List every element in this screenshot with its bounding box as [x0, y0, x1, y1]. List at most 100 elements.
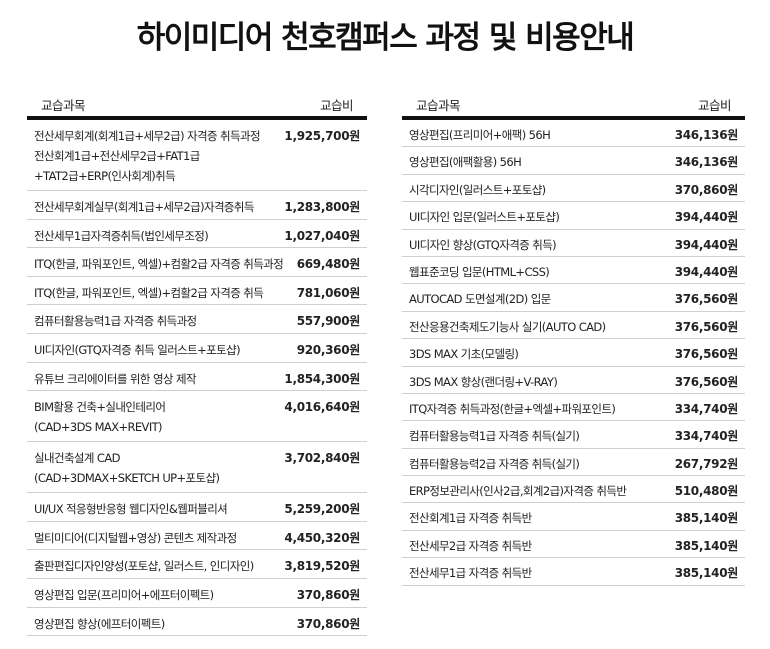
course-name: 전산세무회계실무(회계1급+세무2급)자격증취득	[34, 197, 254, 217]
course-name-line: 영상편집 향상(에프터이펙트)	[34, 616, 165, 631]
right-fee-table: 교습과목 교습비 영상편집(프리미어+애팩) 56H 346,136원 영상편집(애…	[402, 92, 745, 586]
course-fee: 376,560원	[674, 347, 739, 362]
course-name: 전산응용건축제도기능사 실기(AUTO CAD)	[409, 319, 606, 334]
table-row: 멀티미디어(디지털웹+영상) 콘텐츠 제작과정 4,450,320원	[27, 522, 367, 551]
course-name: ITQ(한글, 파워포인트, 엑셀)+컴활2급 자격증 취득과정	[34, 254, 284, 274]
table-row: BIM활용 건축+실내인테리어 (CAD+3DS MAX+REVIT) 4,016,…	[27, 391, 367, 443]
course-name: 전산세무1급 자격증 취득반	[409, 566, 532, 581]
course-name-line: BIM활용 건축+실내인테리어	[34, 400, 166, 415]
header-course: 교습과목	[416, 97, 461, 113]
course-name-line: 전산세무회계(회계1급+세무2급) 자격증 취득과정	[34, 129, 261, 143]
course-fee: 1,854,300원	[284, 371, 360, 386]
table-row: 전산세무회계실무(회계1급+세무2급)자격증취득 1,283,800원	[27, 191, 367, 220]
course-fee: 334,740원	[674, 401, 739, 416]
course-fee: 370,860원	[296, 587, 361, 602]
table-row: UI디자인(GTQ자격증 취득 일러스트+포토샵) 920,360원	[27, 334, 367, 363]
course-name: 출판편집디자인양성(포토샵, 일러스트, 인디자인)	[34, 556, 254, 576]
course-name: 컴퓨터활용능력2급 자격증 취득(실기)	[409, 456, 580, 471]
table-row: ITQ(한글, 파워포인트, 엑셀)+컴활2급 자격증 취득 781,060원	[27, 277, 367, 306]
course-name-line: 전산세무1급자격증취득(법인세무조정)	[34, 228, 209, 243]
course-fee: 4,450,320원	[284, 530, 360, 545]
table-row: UI/UX 적응형반응형 웹디자인&웹퍼블리셔 5,259,200원	[27, 493, 367, 522]
course-fee: 920,360원	[296, 342, 361, 357]
course-name: ITQ자격증 취득과정(한글+엑셀+파워포인트)	[409, 401, 616, 416]
table-row: AUTOCAD 도면설계(2D) 입문 376,560원	[402, 284, 745, 312]
table-row: 3DS MAX 기초(모델링) 376,560원	[402, 339, 745, 367]
table-row: 컴퓨터활용능력1급 자격증 취득(실기) 334,740원	[402, 421, 745, 449]
course-fee: 376,560원	[674, 319, 739, 334]
course-name-line: ITQ(한글, 파워포인트, 엑셀)+컴활2급 자격증 취득과정	[34, 257, 284, 272]
header-fee: 교습비	[697, 97, 732, 113]
table-row: 시각디자인(일러스트+포토샵) 370,860원	[402, 175, 745, 203]
course-fee: 3,819,520원	[284, 559, 360, 574]
table-row: 출판편집디자인양성(포토샵, 일러스트, 인디자인) 3,819,520원	[27, 550, 367, 579]
table-row: 유튜브 크리에이터를 위한 영상 제작 1,854,300원	[27, 363, 367, 392]
course-name: 영상편집(프리미어+애팩) 56H	[409, 128, 551, 142]
course-name-line: 유튜브 크리에이터를 위한 영상 제작	[34, 371, 197, 386]
table-row: 영상편집(애팩활용) 56H 346,136원	[402, 147, 745, 175]
course-name: 영상편집(애팩활용) 56H	[409, 155, 522, 170]
course-fee: 1,283,800원	[284, 200, 360, 214]
course-name-line: ITQ(한글, 파워포인트, 엑셀)+컴활2급 자격증 취득	[34, 285, 264, 300]
course-fee: 385,140원	[674, 511, 739, 526]
course-name-line: 영상편집 입문(프리미어+에프터이펙트)	[34, 587, 214, 602]
course-name: 시각디자인(일러스트+포토샵)	[409, 182, 546, 197]
course-fee: 385,140원	[674, 538, 739, 553]
table-row: 컴퓨터활용능력2급 자격증 취득(실기) 267,792원	[402, 449, 745, 477]
course-name-line: 출판편집디자인양성(포토샵, 일러스트, 인디자인)	[34, 559, 254, 574]
course-fee: 376,560원	[674, 374, 739, 389]
course-name: 컴퓨터활용능력1급 자격증 취득(실기)	[409, 429, 580, 444]
course-name: 3DS MAX 기초(모델링)	[409, 347, 519, 362]
course-name: AUTOCAD 도면설계(2D) 입문	[409, 292, 551, 307]
left-fee-table: 교습과목 교습비 전산세무회계(회계1급+세무2급) 자격증 취득과정 전산회계1…	[27, 92, 367, 637]
table-row: UI디자인 향상(GTQ자격증 취득) 394,440원	[402, 230, 745, 257]
course-name: 전산회계1급 자격증 취득반	[409, 511, 532, 526]
course-fee: 385,140원	[674, 566, 739, 581]
course-fee: 1,027,040원	[284, 228, 360, 243]
table-row: 전산세무2급 자격증 취득반 385,140원	[402, 531, 745, 559]
table-header: 교습과목 교습비	[402, 92, 745, 116]
course-name: 영상편집 향상(에프터이펙트)	[34, 614, 165, 634]
course-fee: 334,740원	[674, 429, 739, 444]
table-row: ERP정보관리사(인사2급,회계2급)자격증 취득반 510,480원	[402, 476, 745, 504]
table-row: 전산회계1급 자격증 취득반 385,140원	[402, 503, 745, 531]
course-name-line: UI디자인(GTQ자격증 취득 일러스트+포토샵)	[34, 342, 241, 357]
course-fee: 394,440원	[674, 264, 739, 279]
course-name-line: UI/UX 적응형반응형 웹디자인&웹퍼블리셔	[34, 502, 228, 517]
course-fee: 557,900원	[296, 314, 361, 329]
course-name: 3DS MAX 향상(랜더링+V-RAY)	[409, 374, 558, 389]
course-name: 컴퓨터활용능력1급 자격증 취득과정	[34, 311, 197, 331]
course-fee: 376,560원	[674, 292, 739, 307]
course-name-line: (CAD+3DMAX+SKETCH UP+포토샵)	[34, 471, 220, 486]
table-row: 전산세무1급자격증취득(법인세무조정) 1,027,040원	[27, 220, 367, 249]
course-name-line: 컴퓨터활용능력1급 자격증 취득과정	[34, 314, 197, 329]
course-name: 전산세무2급 자격증 취득반	[409, 538, 532, 553]
header-divider	[27, 116, 367, 120]
course-fee: 510,480원	[674, 484, 739, 499]
course-name: 웹표준코딩 입문(HTML+CSS)	[409, 264, 550, 279]
course-fee: 5,259,200원	[284, 502, 360, 517]
header-fee: 교습비	[319, 97, 354, 113]
table-row: UI디자인 입문(일러스트+포토샵) 394,440원	[402, 202, 745, 230]
course-name-line: (CAD+3DS MAX+REVIT)	[34, 420, 163, 435]
course-name-line: +TAT2급+ERP(인사회계)취득	[34, 169, 176, 183]
course-name: ITQ(한글, 파워포인트, 엑셀)+컴활2급 자격증 취득	[34, 283, 264, 303]
course-name: UI/UX 적응형반응형 웹디자인&웹퍼블리셔	[34, 499, 228, 519]
table-row: ITQ자격증 취득과정(한글+엑셀+파워포인트) 334,740원	[402, 394, 745, 422]
table-row: ITQ(한글, 파워포인트, 엑셀)+컴활2급 자격증 취득과정 669,480원	[27, 248, 367, 277]
header-divider	[402, 116, 745, 120]
table-row: 컴퓨터활용능력1급 자격증 취득과정 557,900원	[27, 305, 367, 334]
course-name: 실내건축설계 CAD (CAD+3DMAX+SKETCH UP+포토샵)	[34, 448, 220, 488]
course-fee: 346,136원	[674, 155, 739, 170]
course-name: UI디자인(GTQ자격증 취득 일러스트+포토샵)	[34, 340, 241, 360]
course-name-line: 전산회계1급+전산세무2급+FAT1급	[34, 149, 200, 163]
course-fee: 781,060원	[296, 285, 361, 300]
course-name: 유튜브 크리에이터를 위한 영상 제작	[34, 369, 197, 389]
course-name: BIM활용 건축+실내인테리어 (CAD+3DS MAX+REVIT)	[34, 397, 166, 437]
course-name: 영상편집 입문(프리미어+에프터이펙트)	[34, 585, 214, 605]
course-fee: 1,925,700원	[284, 129, 360, 143]
page-title: 하이미디어 천호캠퍼스 과정 및 비용안내	[136, 20, 635, 56]
course-fee: 4,016,640원	[284, 400, 360, 415]
